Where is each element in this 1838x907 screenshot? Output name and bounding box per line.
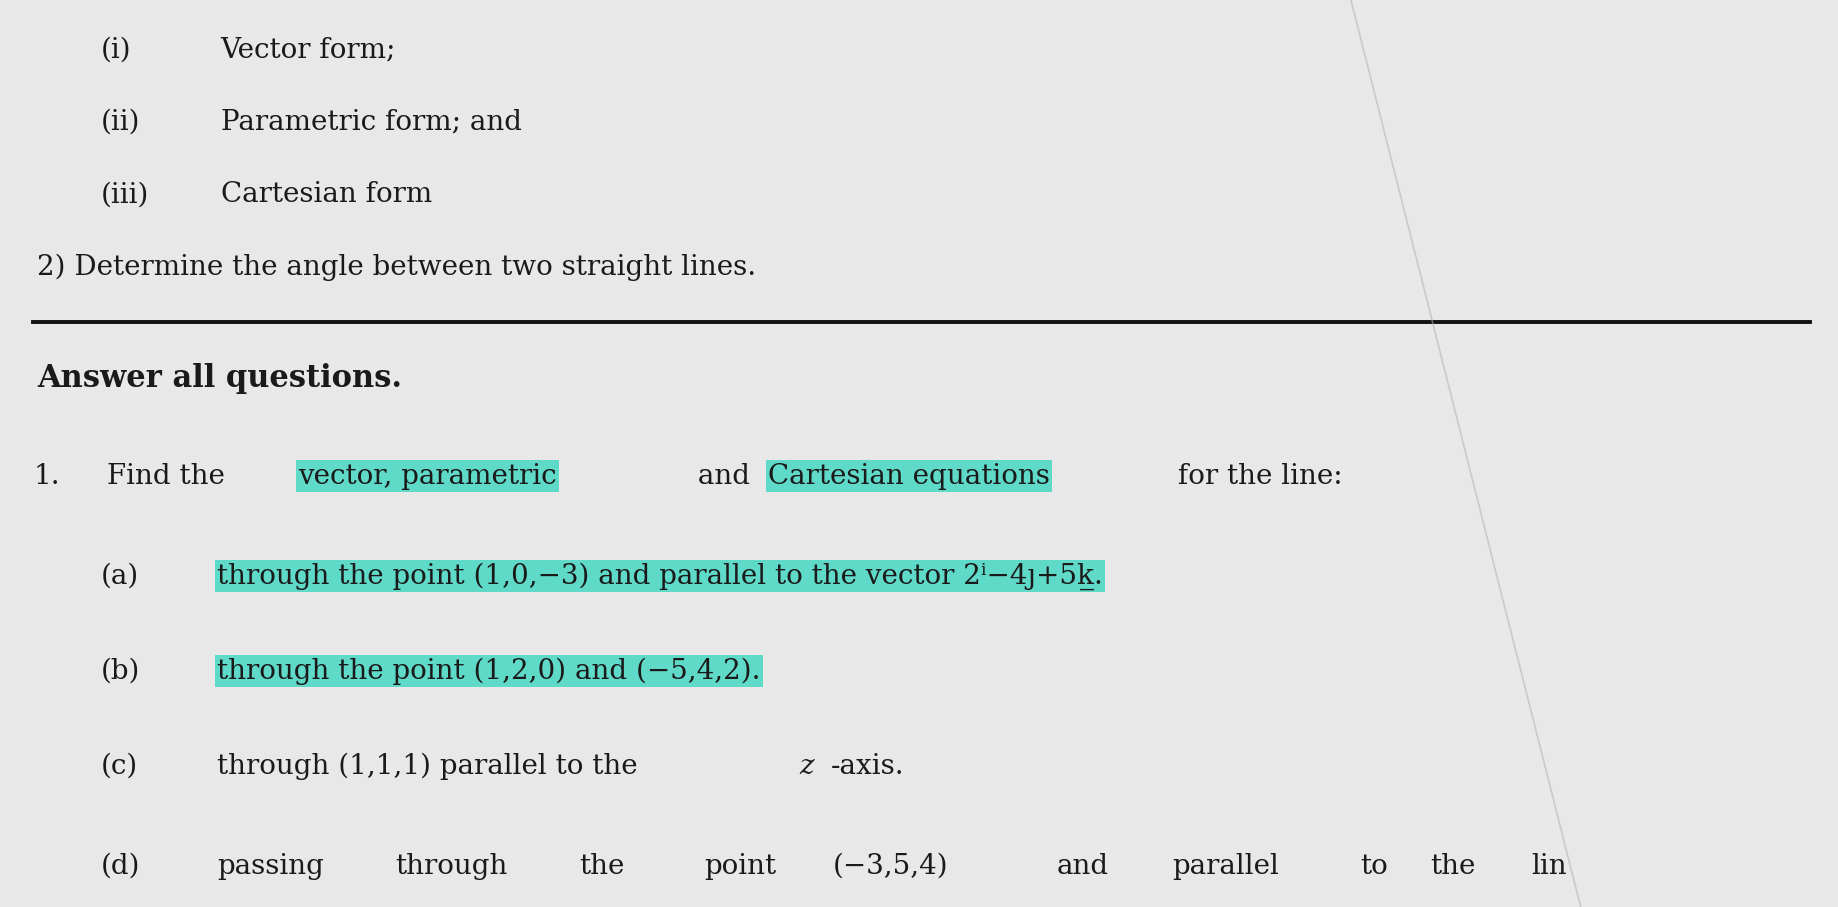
Text: vector, parametric: vector, parametric [298, 463, 557, 490]
Text: and: and [689, 463, 759, 490]
Text: Cartesian form: Cartesian form [221, 181, 432, 209]
Text: passing: passing [217, 853, 323, 880]
Text: the: the [579, 853, 625, 880]
Text: Answer all questions.: Answer all questions. [37, 363, 403, 394]
Text: the: the [1430, 853, 1476, 880]
Text: Cartesian equations: Cartesian equations [768, 463, 1049, 490]
Text: (iii): (iii) [101, 181, 149, 209]
Text: Find the: Find the [107, 463, 233, 490]
Text: and: and [1057, 853, 1108, 880]
Text: -axis.: -axis. [831, 753, 904, 780]
Text: (−3,5,4): (−3,5,4) [833, 853, 948, 880]
Text: through the point (1,0,−3) and parallel to the vector 2ⁱ−4ȷ+5k̲.: through the point (1,0,−3) and parallel … [217, 562, 1103, 590]
Text: for the line:: for the line: [1169, 463, 1342, 490]
Text: through the point (1,2,0) and (−5,4,2).: through the point (1,2,0) and (−5,4,2). [217, 658, 761, 685]
Text: point: point [704, 853, 776, 880]
Text: (c): (c) [101, 753, 138, 780]
Text: to: to [1360, 853, 1388, 880]
Text: z: z [800, 753, 814, 780]
Text: 1.: 1. [33, 463, 59, 490]
Text: (d): (d) [101, 853, 140, 880]
Text: Parametric form; and: Parametric form; and [221, 109, 522, 136]
Text: (ii): (ii) [101, 109, 140, 136]
Text: (i): (i) [101, 36, 132, 63]
Text: through: through [395, 853, 507, 880]
Text: (b): (b) [101, 658, 140, 685]
Text: through (1,1,1) parallel to the: through (1,1,1) parallel to the [217, 753, 647, 780]
Text: Vector form;: Vector form; [221, 36, 395, 63]
Text: lin: lin [1531, 853, 1566, 880]
Text: parallel: parallel [1173, 853, 1279, 880]
Text: (a): (a) [101, 562, 140, 590]
Text: 2) Determine the angle between two straight lines.: 2) Determine the angle between two strai… [37, 254, 755, 281]
